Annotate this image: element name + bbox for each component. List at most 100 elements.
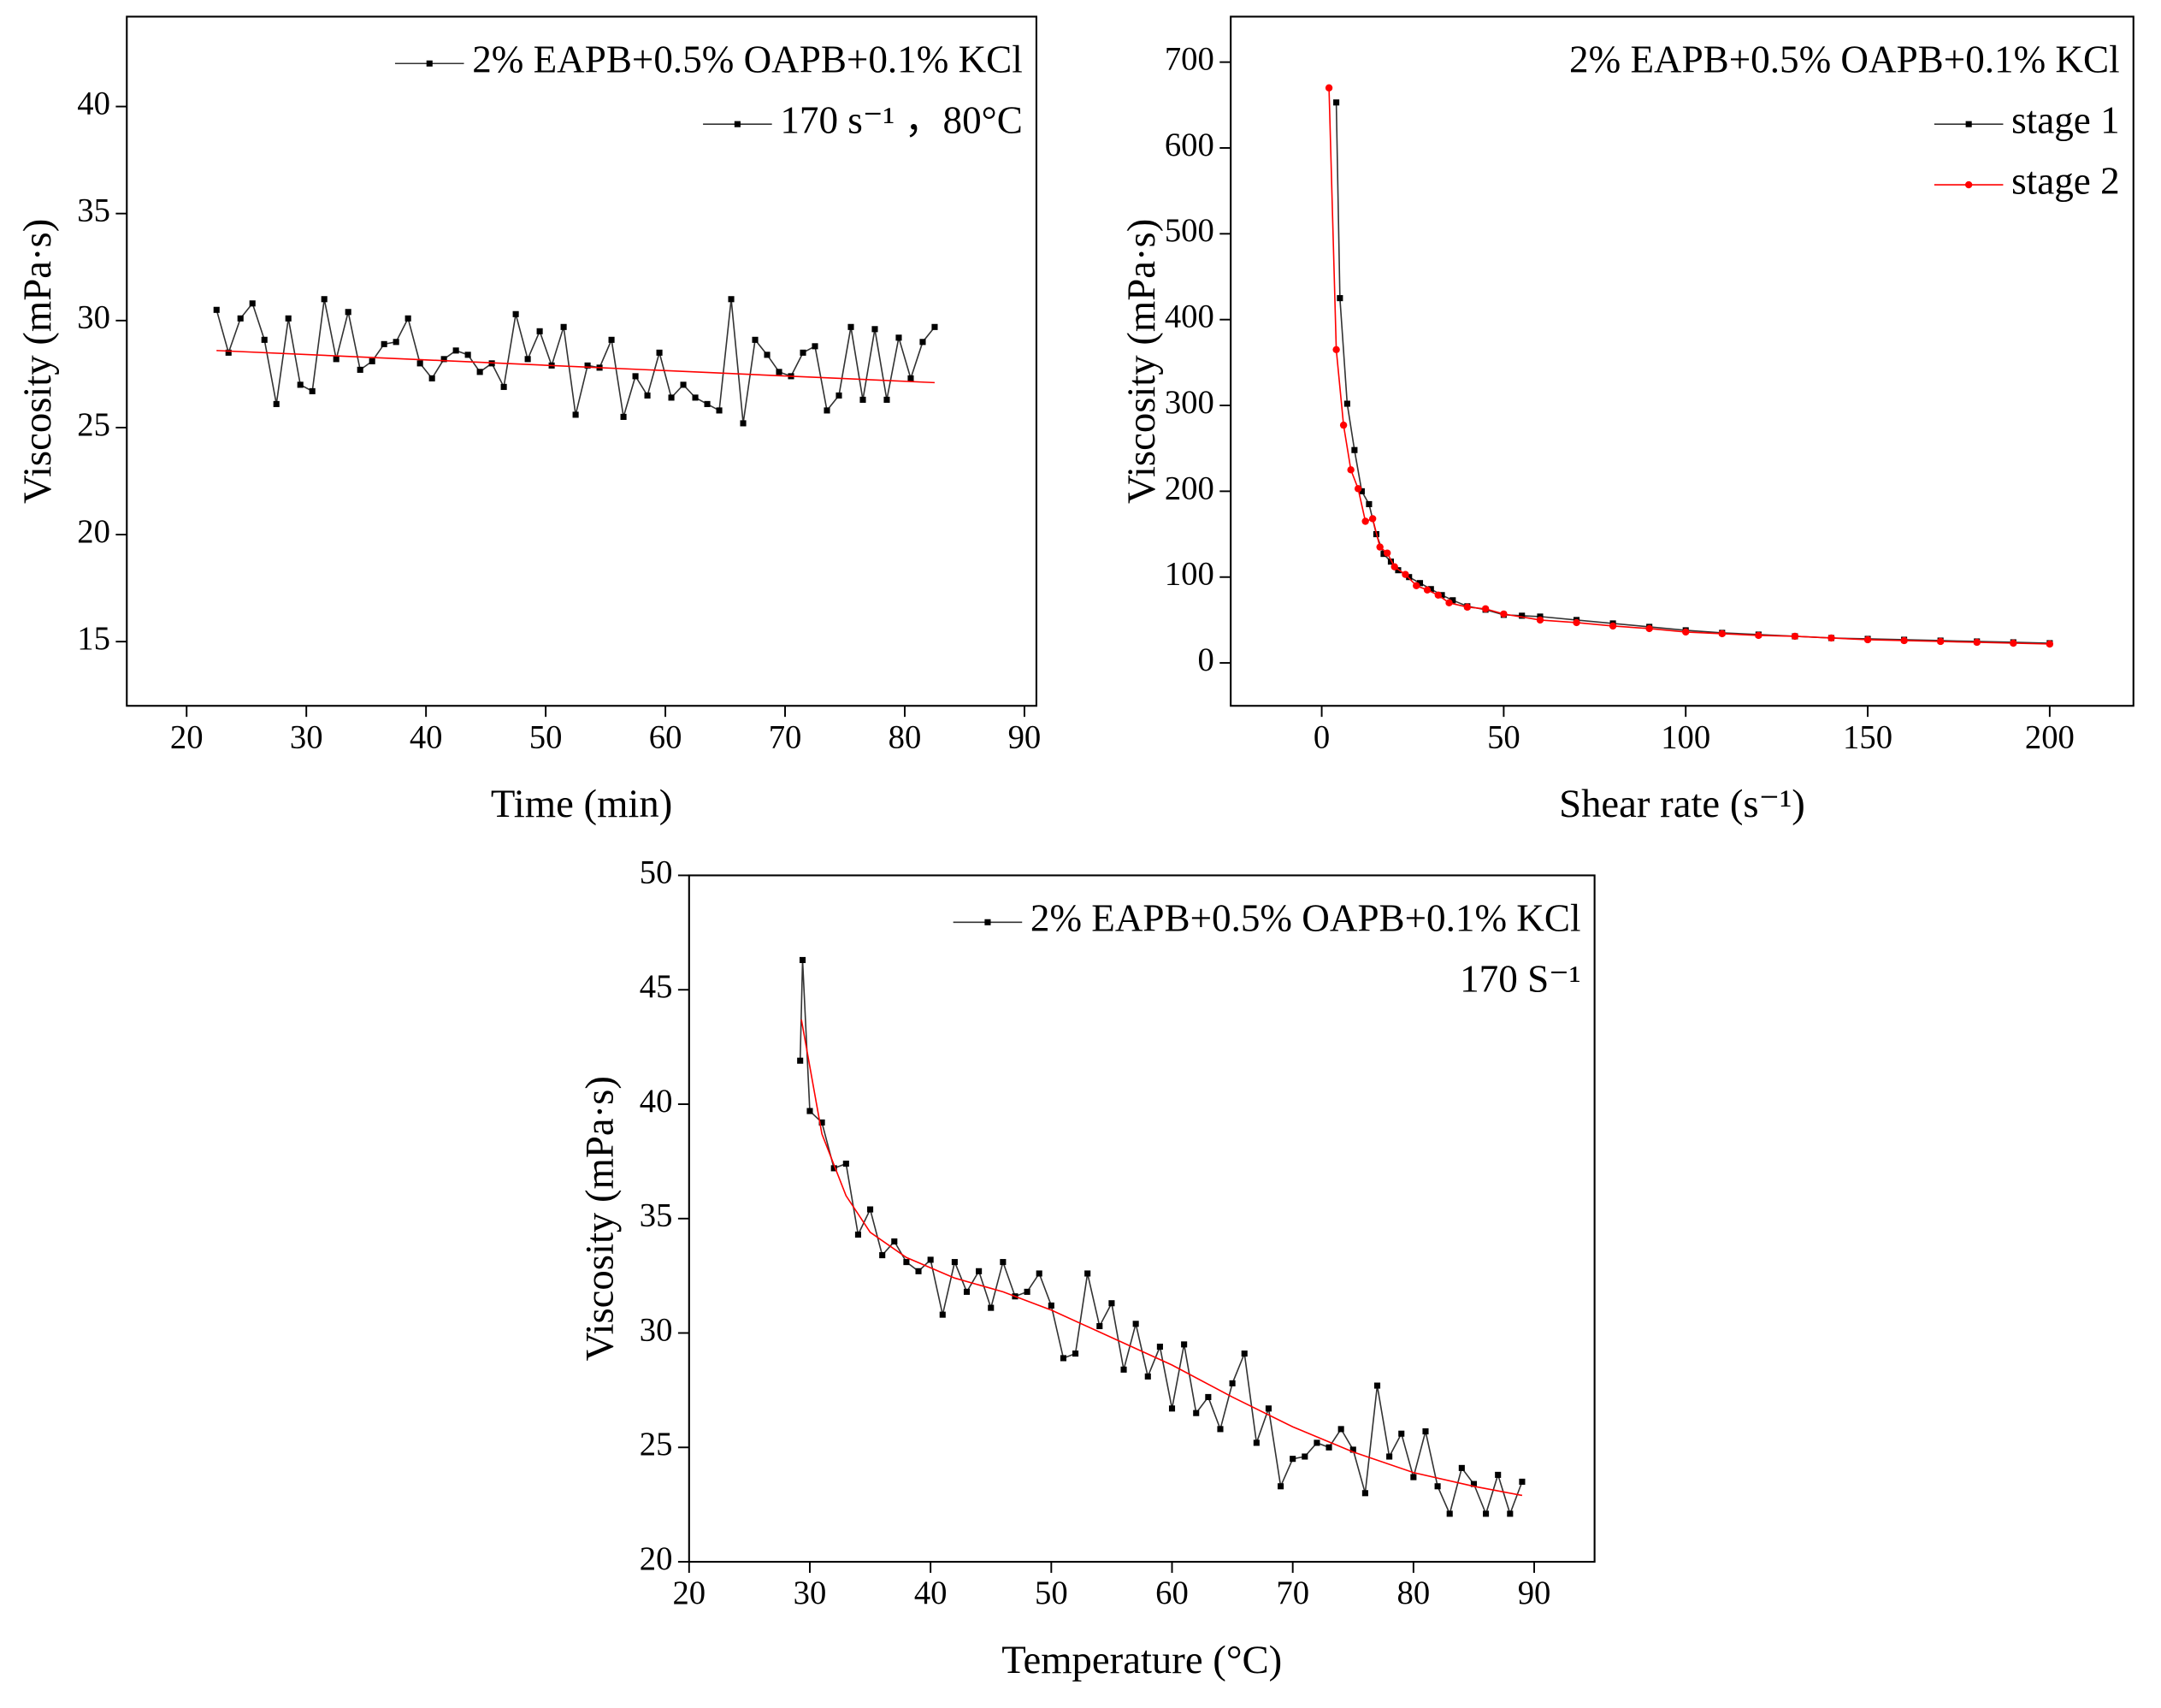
data-point xyxy=(1410,1474,1417,1480)
data-point xyxy=(1278,1483,1284,1490)
data-point xyxy=(835,392,842,399)
x-tick-label: 80 xyxy=(889,719,922,755)
data-point xyxy=(764,352,771,358)
data-point xyxy=(1361,517,1369,525)
data-point xyxy=(1936,637,1945,646)
data-point xyxy=(988,1304,995,1311)
data-point xyxy=(1406,574,1413,581)
data-point xyxy=(854,1231,861,1238)
data-point xyxy=(1217,1426,1224,1433)
data-point xyxy=(1434,1483,1441,1490)
data-point xyxy=(1144,1373,1151,1380)
x-tick-label: 60 xyxy=(649,719,682,755)
y-axis-label: Viscosity (mPa·s) xyxy=(1119,219,1164,504)
data-point xyxy=(404,315,411,322)
data-point xyxy=(1096,1322,1103,1330)
plot-frame xyxy=(126,15,1037,707)
data-point xyxy=(1438,592,1445,599)
fit-line xyxy=(216,350,935,384)
data-point xyxy=(1609,622,1617,630)
data-point xyxy=(1193,1410,1200,1416)
data-point xyxy=(931,323,938,330)
data-point xyxy=(1373,1382,1381,1389)
y-tick-label: 20 xyxy=(77,514,110,550)
data-point xyxy=(345,309,351,316)
y-tick-label: 25 xyxy=(640,1427,673,1463)
y-tick-label: 40 xyxy=(640,1084,673,1120)
data-point xyxy=(512,310,519,317)
data-point xyxy=(1387,558,1394,565)
data-point xyxy=(321,296,328,303)
data-point xyxy=(1337,1426,1344,1433)
data-point xyxy=(1048,1302,1054,1309)
x-tick-label: 70 xyxy=(769,719,802,755)
data-point xyxy=(213,306,220,313)
data-point xyxy=(1470,1480,1477,1487)
data-point xyxy=(806,1108,813,1114)
x-tick-label: 20 xyxy=(672,1575,706,1611)
plot-frame xyxy=(688,874,1596,1563)
x-tick-label: 100 xyxy=(1661,719,1710,755)
data-point xyxy=(907,375,914,381)
data-point xyxy=(1108,1300,1115,1307)
y-tick-label: 0 xyxy=(1197,642,1213,678)
x-tick-label: 70 xyxy=(1276,1575,1309,1611)
y-tick-label: 500 xyxy=(1165,213,1214,249)
data-point xyxy=(1368,515,1377,523)
legend-label: 2% EAPB+0.5% OAPB+0.1% KCl xyxy=(1030,897,1581,940)
data-point xyxy=(297,381,304,388)
data-point xyxy=(608,336,615,343)
data-point xyxy=(1519,1478,1526,1485)
data-point xyxy=(381,340,387,347)
data-point xyxy=(1326,1444,1332,1451)
data-point xyxy=(1791,632,1799,641)
data-point xyxy=(1645,624,1653,633)
data-point xyxy=(2010,639,2017,647)
data-point xyxy=(1072,1350,1079,1357)
data-point xyxy=(1132,1321,1139,1327)
data-point xyxy=(824,407,830,414)
x-axis-label: Time (min) xyxy=(491,782,672,826)
x-tick-label: 20 xyxy=(170,719,204,755)
x-tick-label: 30 xyxy=(290,719,323,755)
data-point xyxy=(1036,1270,1042,1277)
data-point xyxy=(1386,1453,1393,1460)
x-tick-label: 90 xyxy=(1518,1575,1551,1611)
data-point xyxy=(1253,1439,1260,1446)
data-point xyxy=(1973,638,1981,647)
y-tick-label: 30 xyxy=(77,300,110,336)
x-tick-label: 150 xyxy=(1843,719,1892,755)
data-point xyxy=(261,336,268,343)
data-point xyxy=(871,326,878,333)
data-point xyxy=(1241,1350,1248,1357)
data-point xyxy=(1416,580,1424,587)
y-tick-label: 35 xyxy=(640,1198,673,1234)
data-point xyxy=(1900,636,1908,645)
legend-marker xyxy=(426,60,433,67)
data-point xyxy=(752,336,759,343)
data-point xyxy=(1398,1430,1405,1437)
data-point xyxy=(249,300,256,307)
data-point xyxy=(393,339,399,346)
data-point xyxy=(584,362,591,369)
legend-label: stage 1 xyxy=(2011,99,2120,142)
data-point xyxy=(800,349,806,356)
legend-label: 2% EAPB+0.5% OAPB+0.1% KCl xyxy=(472,38,1023,81)
y-tick-label: 35 xyxy=(77,193,110,229)
data-point xyxy=(867,1206,874,1213)
data-point xyxy=(1718,629,1726,638)
x-tick-label: 90 xyxy=(1008,719,1042,755)
y-tick-label: 45 xyxy=(640,969,673,1005)
y-tick-label: 700 xyxy=(1165,42,1214,78)
data-point xyxy=(632,373,639,380)
y-tick-label: 30 xyxy=(640,1312,673,1348)
data-point xyxy=(1402,570,1409,578)
data-point xyxy=(1507,1510,1514,1517)
data-point xyxy=(680,381,687,388)
data-point xyxy=(1302,1453,1308,1460)
series-line xyxy=(1328,87,2050,645)
data-point xyxy=(1060,1355,1066,1362)
data-point xyxy=(951,1259,958,1266)
data-point xyxy=(1390,563,1398,570)
